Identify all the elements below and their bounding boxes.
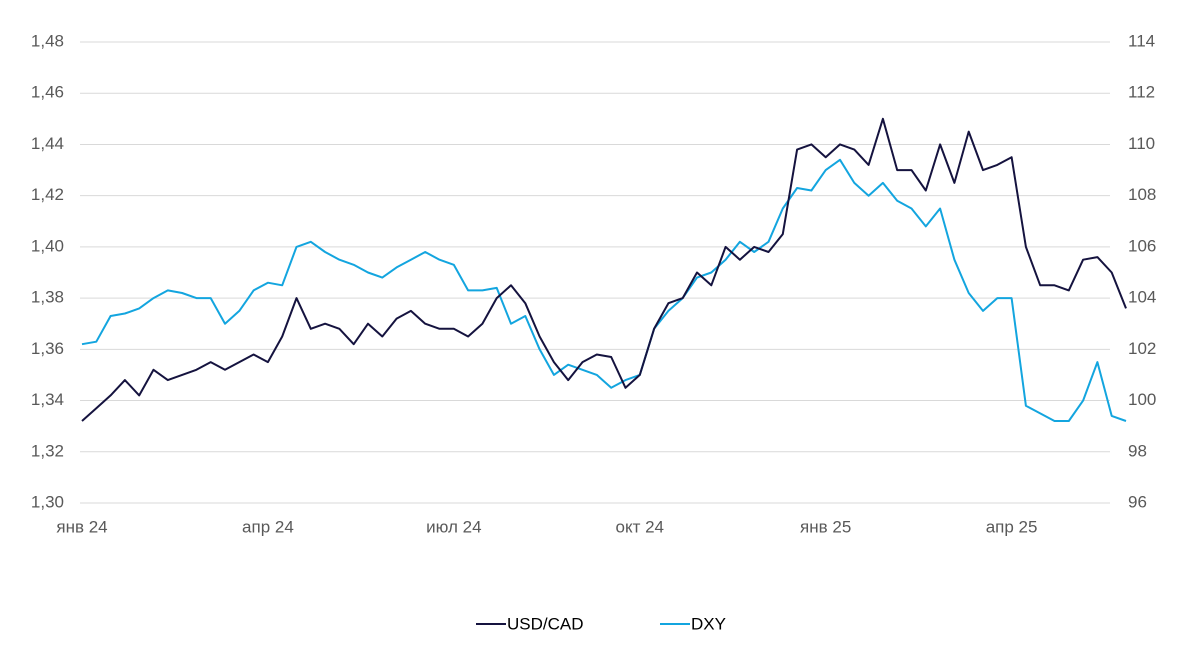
y-tick-label: 1,48 [31,31,64,50]
y2-tick-label: 98 [1128,441,1147,460]
y2-tick-label: 110 [1128,134,1155,153]
y-tick-label: 1,32 [31,441,64,460]
series-line [81,117,1127,422]
y-tick-label: 1,40 [31,236,64,255]
x-tick-label: янв 24 [56,517,107,536]
y2-tick-label: 114 [1128,31,1155,50]
y-tick-label: 1,44 [31,134,64,153]
x-tick-label: янв 25 [800,517,851,536]
y-tick-label: 1,36 [31,339,64,358]
y2-tick-label: 102 [1128,339,1156,358]
y-tick-label: 1,46 [31,83,64,102]
y2-tick-label: 106 [1128,236,1156,255]
y-tick-label: 1,42 [31,185,64,204]
x-tick-label: окт 24 [615,517,664,536]
y-tick-label: 1,34 [31,390,64,409]
legend-label: DXY [691,614,726,633]
y-tick-label: 1,30 [31,492,64,511]
y-tick-label: 1,38 [31,288,64,307]
x-tick-label: июл 24 [426,517,481,536]
y2-tick-label: 100 [1128,390,1156,409]
legend-label: USD/CAD [507,614,584,633]
y2-tick-label: 112 [1128,83,1155,102]
x-tick-label: апр 25 [986,517,1038,536]
y2-tick-label: 104 [1128,288,1156,307]
series-line [81,158,1127,422]
x-tick-label: апр 24 [242,517,294,536]
y2-tick-label: 96 [1128,492,1147,511]
y2-tick-label: 108 [1128,185,1156,204]
